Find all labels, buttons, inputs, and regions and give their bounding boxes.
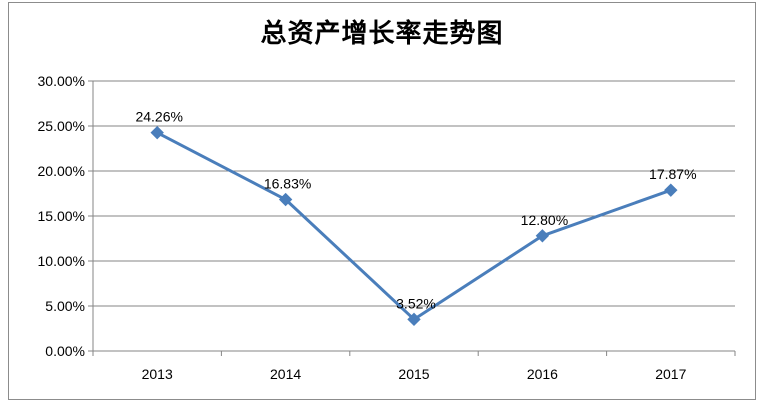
data-point-marker xyxy=(150,125,164,140)
data-label: 12.80% xyxy=(521,212,568,228)
x-tick-label: 2016 xyxy=(527,366,558,382)
y-axis-tick-labels: 0.00% 5.00% 10.00% 15.00% 20.00% 25.00% 30.00% xyxy=(38,73,85,359)
data-point-marker xyxy=(535,229,550,243)
data-label: 17.87% xyxy=(649,166,696,182)
x-tick-label: 2015 xyxy=(398,366,429,382)
y-tick-label: 20.00% xyxy=(38,163,85,179)
data-point-marker xyxy=(664,183,678,197)
y-tick-label: 10.00% xyxy=(38,253,85,269)
y-tick-label: 5.00% xyxy=(45,298,85,314)
data-label: 24.26% xyxy=(135,109,182,125)
data-point-marker xyxy=(278,192,293,207)
x-axis-tick-labels: 2013 2014 2015 2016 2017 xyxy=(142,366,687,382)
x-tick-label: 2014 xyxy=(270,366,301,382)
data-series xyxy=(150,125,678,327)
data-label: 16.83% xyxy=(264,176,311,192)
grid-lines xyxy=(93,80,735,307)
axes xyxy=(88,80,736,356)
series-line xyxy=(156,131,672,321)
x-tick-label: 2013 xyxy=(142,366,173,382)
chart-title: 总资产增长率走势图 xyxy=(260,19,504,49)
chart-frame: 总资产增长率走势图 xyxy=(8,2,756,400)
data-labels: 24.26% 16.83% 3.52% 12.80% 17.87% xyxy=(135,109,696,312)
data-point-marker xyxy=(407,312,421,327)
y-tick-label: 15.00% xyxy=(38,208,85,224)
y-tick-label: 0.00% xyxy=(45,343,85,359)
y-tick-label: 25.00% xyxy=(38,118,85,134)
x-tick-label: 2017 xyxy=(655,366,686,382)
y-tick-label: 30.00% xyxy=(38,73,85,89)
data-label: 3.52% xyxy=(396,295,436,311)
